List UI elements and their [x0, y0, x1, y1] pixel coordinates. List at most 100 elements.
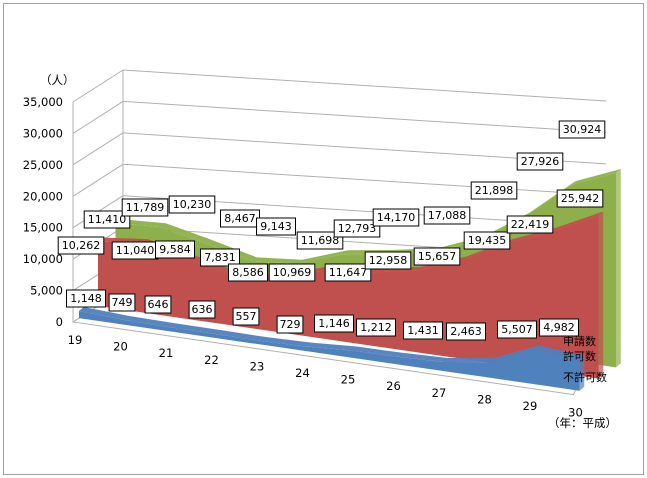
- data-label-deny: 636: [192, 303, 213, 316]
- axis-layer: 35,000 30,000 25,000 20,000 15,000 10,000 5,00…: [23, 95, 583, 420]
- series-area-3: [79, 310, 580, 391]
- data-label-deny-box: [144, 295, 172, 314]
- data-label-permit-box: [463, 231, 511, 250]
- x-tick-label: 27: [432, 386, 447, 400]
- data-label-permit: 7,831: [204, 251, 236, 264]
- data-label-deny-box: [108, 293, 136, 312]
- data-label-deny: 1,431: [407, 324, 439, 337]
- data-label-permit: 12,958: [369, 254, 408, 267]
- data-label-apply-box: [372, 208, 420, 227]
- data-label-permit: 8,586: [232, 266, 264, 279]
- y-tick-label: 25,000: [23, 158, 63, 172]
- data-label-apply-box: [296, 231, 344, 250]
- data-label-permit-box: [268, 263, 316, 282]
- data-label-permit: 10,969: [273, 266, 312, 279]
- y-axis-unit: （人）: [40, 73, 75, 87]
- gridline-side: [72, 69, 124, 103]
- legend-3: 不許可数: [563, 371, 607, 384]
- data-label-permit-box: [556, 189, 604, 208]
- data-label-deny: 729: [280, 318, 301, 331]
- y-tick-label: 10,000: [23, 252, 63, 266]
- data-label-apply-box: [256, 217, 296, 236]
- data-label-apply-box: [470, 181, 518, 200]
- data-label-apply: 9,143: [260, 220, 292, 233]
- data-label-deny: 4,982: [543, 321, 575, 334]
- x-tick-label: 20: [113, 340, 128, 354]
- x-tick-label: 23: [250, 359, 265, 373]
- series-end-cap: [616, 169, 621, 368]
- data-label-apply-box: [423, 206, 471, 225]
- x-tick-label: 25: [341, 373, 356, 387]
- x-tick-label: 24: [295, 366, 310, 380]
- data-label-permit-box: [506, 215, 554, 234]
- data-label-permit-box: [155, 240, 195, 259]
- data-label-apply: 27,926: [521, 155, 560, 168]
- data-label-deny: 2,463: [450, 325, 482, 338]
- x-tick-label: 26: [386, 379, 401, 393]
- y-tick-label: 0: [56, 315, 63, 329]
- data-label-apply-box: [168, 195, 216, 214]
- gridline-side: [72, 132, 124, 166]
- x-tick-label: 19: [68, 333, 83, 347]
- data-label-permit-box: [324, 263, 372, 282]
- data-label-permit-box: [200, 248, 240, 267]
- legend-1: 申請数: [563, 334, 596, 348]
- data-label-deny-box: [403, 321, 443, 340]
- data-label-apply: 11,410: [88, 213, 127, 226]
- x-tick-label: 21: [159, 346, 174, 360]
- data-label-deny: 749: [112, 296, 133, 309]
- x-axis-unit: （年：平成）: [548, 416, 617, 430]
- x-tick-label: 28: [477, 392, 492, 406]
- legend-2: 許可数: [563, 350, 596, 363]
- data-label-permit: 25,942: [561, 192, 600, 205]
- y-tick-label: 5,000: [30, 284, 63, 298]
- data-label-deny-box: [497, 320, 537, 339]
- data-label-apply: 8,467: [224, 212, 256, 225]
- data-label-permit: 15,657: [418, 250, 457, 263]
- data-label-deny: 5,507: [501, 323, 533, 336]
- data-label-permit: 19,435: [468, 234, 507, 247]
- data-label-deny: 1,146: [318, 317, 350, 330]
- data-label-deny-box: [188, 300, 216, 319]
- data-label-apply: 11,789: [126, 201, 165, 214]
- data-label-permit: 11,040: [116, 244, 155, 257]
- data-label-permit-box: [228, 263, 268, 282]
- data-label-deny-box: [356, 318, 396, 337]
- data-label-apply-box: [333, 219, 381, 238]
- gridline-back: [122, 163, 607, 196]
- data-label-apply: 12,793: [338, 222, 377, 235]
- data-label-deny: 557: [236, 310, 257, 323]
- data-label-deny-box: [314, 314, 354, 333]
- x-tick-label: 22: [204, 353, 219, 367]
- x-tick-label: 29: [523, 399, 538, 413]
- y-tick-label: 20,000: [23, 189, 63, 203]
- data-label-permit: 22,419: [511, 218, 550, 231]
- gridline-back: [122, 100, 607, 133]
- data-label-deny-box: [539, 318, 579, 337]
- data-label-permit-box: [413, 247, 461, 266]
- data-label-permit: 10,262: [62, 239, 101, 252]
- data-label-apply-box: [83, 210, 131, 229]
- y-tick-label: 35,000: [23, 95, 63, 109]
- y-tick-label: 30,000: [23, 126, 63, 140]
- data-label-deny: 1,212: [360, 321, 392, 334]
- gridline-side: [72, 101, 124, 134]
- data-label-deny: 1,148: [70, 292, 102, 305]
- data-label-deny-box: [446, 322, 486, 341]
- y-tick-label: 15,000: [23, 221, 63, 235]
- data-label-permit: 9,584: [159, 243, 191, 256]
- series-end-cap: [598, 211, 604, 379]
- data-label-permit-box: [57, 236, 105, 255]
- data-label-apply: 11,698: [301, 234, 340, 247]
- data-label-apply: 30,924: [563, 123, 602, 136]
- data-label-deny-box: [232, 307, 260, 326]
- series-end-cap: [579, 355, 585, 391]
- data-label-apply-box: [558, 120, 606, 139]
- data-label-permit: 11,647: [329, 266, 368, 279]
- data-label-apply: 10,230: [173, 198, 212, 211]
- data-label-deny: 646: [148, 298, 169, 311]
- gridline-side: [72, 163, 124, 197]
